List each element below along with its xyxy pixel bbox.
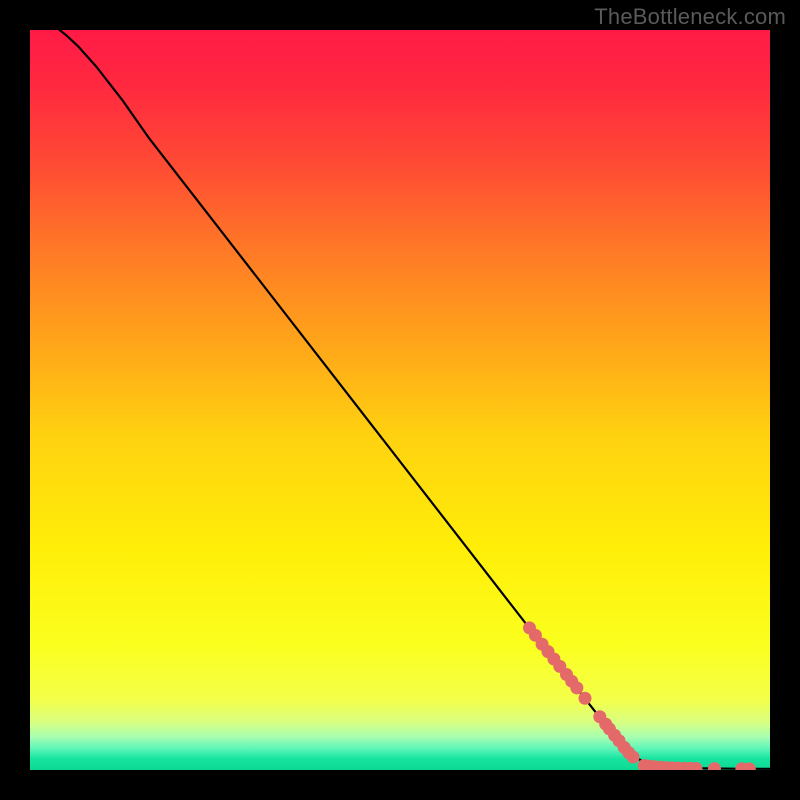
data-point (627, 751, 640, 764)
chart-svg (30, 30, 770, 770)
chart-plot-area (30, 30, 770, 770)
watermark-text: TheBottleneck.com (594, 4, 786, 30)
data-point (570, 681, 583, 694)
chart-background (30, 30, 770, 770)
data-point (579, 692, 592, 705)
